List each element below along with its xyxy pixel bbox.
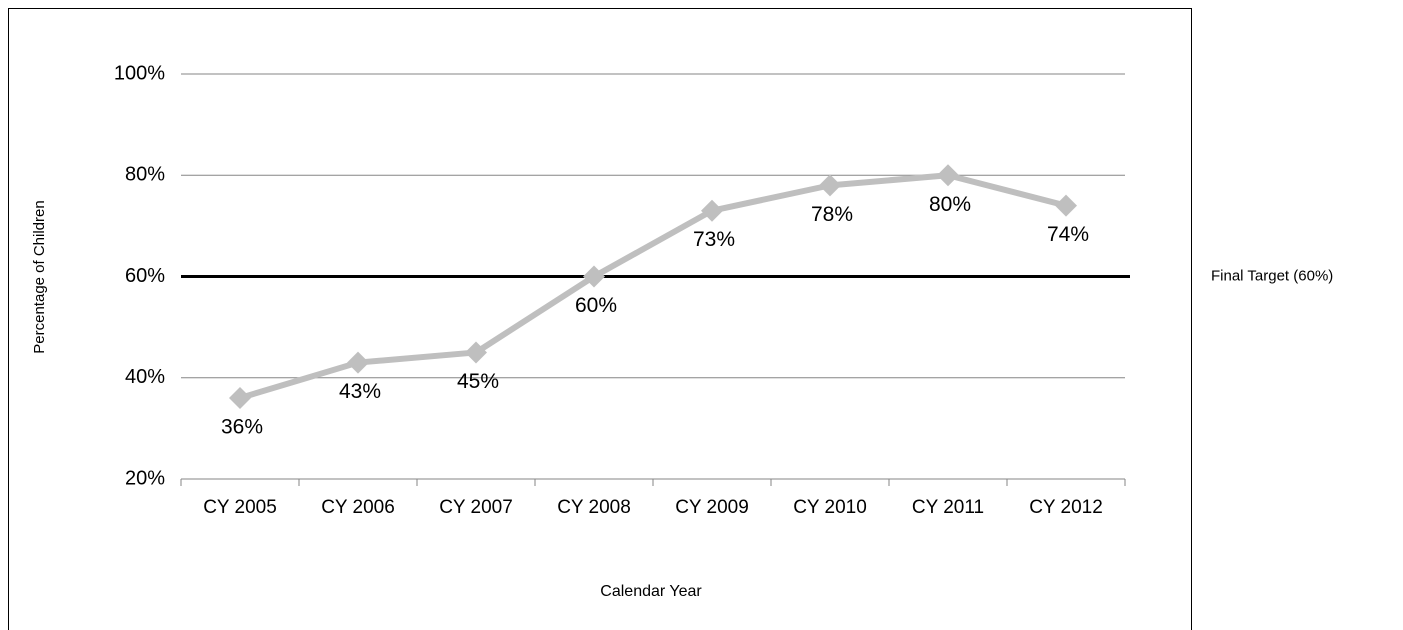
marker xyxy=(701,199,723,222)
x-axis-title: Calendar Year xyxy=(600,583,702,600)
data-label: 43% xyxy=(339,380,381,403)
marker xyxy=(1055,194,1077,217)
data-label: 73% xyxy=(693,228,735,251)
data-label: 78% xyxy=(811,203,853,226)
marker xyxy=(229,387,251,409)
y-tick-label: 100% xyxy=(114,62,165,84)
x-tick-label: CY 2009 xyxy=(675,497,749,518)
x-tick-label: CY 2006 xyxy=(321,497,395,518)
x-tick-label: CY 2012 xyxy=(1029,497,1103,518)
y-tick-label: 60% xyxy=(125,265,165,287)
target-label: Final Target (60%) xyxy=(1211,267,1333,284)
marker xyxy=(937,164,959,187)
y-tick-label: 80% xyxy=(125,164,165,186)
data-label: 60% xyxy=(575,294,617,317)
line xyxy=(239,172,1067,401)
marker xyxy=(819,174,841,197)
marker xyxy=(347,351,369,374)
y-tick-label: 20% xyxy=(125,467,165,489)
data-label: 80% xyxy=(929,193,971,216)
chart-border xyxy=(8,8,1192,630)
data-label: 74% xyxy=(1047,223,1089,246)
x-tick-label: CY 2011 xyxy=(912,497,984,518)
x-tick-label: CY 2007 xyxy=(439,497,513,518)
data-label: 36% xyxy=(221,416,263,439)
data-label: 45% xyxy=(457,370,499,393)
x-tick-label: CY 2005 xyxy=(203,497,277,518)
marker xyxy=(583,265,605,288)
marker xyxy=(465,341,487,364)
y-axis-title: Percentage of Children xyxy=(31,200,48,353)
x-tick-label: CY 2010 xyxy=(793,497,867,518)
y-tick-label: 40% xyxy=(125,366,165,388)
x-tick-label: CY 2008 xyxy=(557,497,631,518)
